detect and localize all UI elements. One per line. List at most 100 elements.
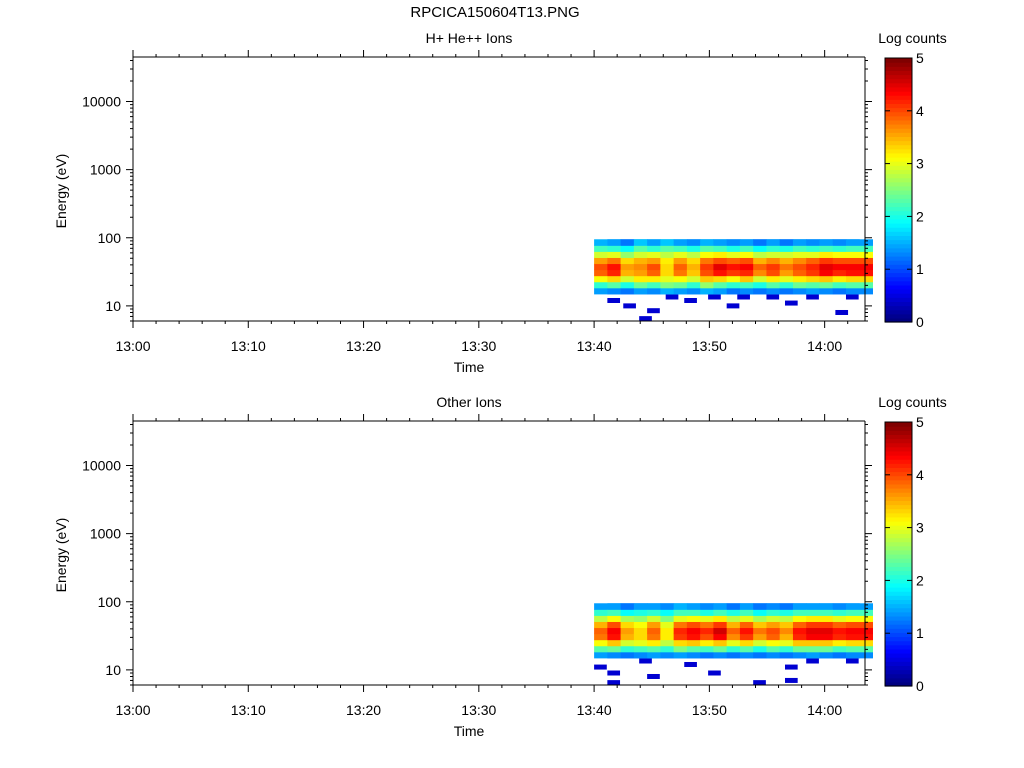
colorbar-segment — [885, 512, 912, 518]
panel-h-he-ions: H+ He++ Ions 13:00 13:10 13:20 13:30 13:40 13:… — [53, 30, 947, 375]
spectrogram-cell — [845, 287, 873, 295]
colorbar-tick-label: 4 — [916, 103, 924, 119]
colorbar-segment — [885, 206, 912, 212]
low-energy-speck — [784, 677, 798, 683]
colorbar-segment — [885, 644, 912, 650]
spectrogram-cell — [845, 639, 873, 647]
colorbar-segment — [885, 475, 912, 481]
colorbar-segment — [885, 529, 912, 534]
low-energy-speck — [639, 658, 652, 664]
low-energy-speck — [607, 297, 621, 303]
colorbar-tick-label: 2 — [916, 208, 924, 224]
colorbar-tick-label: 2 — [916, 572, 924, 588]
colorbar-segment — [885, 115, 912, 121]
spectrogram-cell — [845, 621, 873, 629]
low-energy-speck — [708, 294, 721, 300]
colorbar-segment — [885, 260, 912, 265]
colorbar-frame — [884, 57, 913, 323]
x-tick-label: 13:10 — [231, 702, 266, 718]
colorbar-segment — [885, 459, 912, 464]
x-tick-label: 13:50 — [692, 338, 727, 354]
colorbar-segment — [885, 247, 912, 253]
colorbar-segment — [885, 218, 912, 224]
colorbar-segment — [885, 545, 912, 551]
low-energy-speck — [806, 658, 819, 664]
colorbar-segment — [885, 165, 912, 170]
colorbar-label: Log counts — [878, 394, 947, 410]
spectrogram-cell — [845, 251, 873, 258]
colorbar-segment — [885, 82, 912, 88]
colorbar-segment — [885, 661, 912, 666]
colorbar-segment — [885, 276, 912, 282]
colorbar-segment — [885, 426, 912, 431]
colorbar-segment — [885, 198, 912, 203]
colorbar-segment — [885, 317, 912, 323]
low-energy-speck — [835, 309, 849, 315]
x-tick-label: 13:40 — [577, 702, 612, 718]
colorbar-segment — [885, 264, 912, 269]
colorbar-segment — [885, 632, 912, 638]
x-tick-label: 13:30 — [461, 338, 496, 354]
y-tick-label: 10 — [105, 298, 121, 314]
colorbar-segment — [885, 177, 912, 183]
colorbar-segment — [885, 492, 912, 497]
colorbar-segment — [885, 446, 912, 452]
colorbar-segment — [885, 422, 912, 427]
colorbar-segment — [885, 157, 912, 162]
colorbar-segment — [885, 301, 912, 307]
colorbar-segment — [885, 438, 912, 444]
colorbar-segment — [885, 591, 912, 596]
colorbar-segment — [885, 595, 912, 600]
y-tick-label: 100 — [98, 230, 122, 246]
spectrogram-cell — [845, 651, 873, 659]
x-tick-label: 13:20 — [346, 338, 381, 354]
colorbar-segment — [885, 640, 912, 646]
colorbar-segment — [885, 669, 912, 675]
colorbar-segment — [885, 86, 912, 92]
colorbar-segment — [885, 309, 912, 315]
colorbar-segment — [885, 615, 912, 621]
colorbar-segment — [885, 488, 912, 493]
colorbar-segment — [885, 136, 912, 142]
low-energy-speck — [647, 673, 660, 679]
spectrogram-cell — [845, 627, 873, 635]
colorbar-segment — [885, 677, 912, 683]
colorbar-segment — [885, 508, 912, 514]
colorbar-segment — [885, 169, 912, 175]
colorbar-segment — [885, 268, 912, 274]
low-energy-speck — [623, 303, 636, 309]
low-energy-speck — [845, 658, 859, 664]
colorbar-segment — [885, 235, 912, 241]
colorbar-segment — [885, 214, 912, 220]
colorbar-tick-label: 3 — [916, 520, 924, 536]
low-energy-speck — [753, 680, 766, 686]
colorbar-segment — [885, 558, 912, 563]
colorbar-segment — [885, 91, 912, 96]
low-energy-speck — [647, 308, 660, 314]
x-tick-label: 14:00 — [807, 702, 842, 718]
x-tick-label: 14:00 — [807, 338, 842, 354]
low-energy-speck — [594, 664, 607, 670]
low-energy-speck — [607, 670, 621, 676]
colorbar-segment — [885, 223, 912, 228]
colorbar-segment — [885, 78, 912, 84]
y-tick-label: 10 — [105, 662, 121, 678]
colorbar-segment — [885, 578, 912, 584]
colorbar-segment — [885, 574, 912, 580]
colorbar-tick-label: 5 — [916, 414, 924, 430]
y-axis-label: Energy (eV) — [53, 154, 69, 229]
colorbar-segment — [885, 140, 912, 146]
colorbar-segment — [885, 280, 912, 286]
colorbar-segment — [885, 66, 912, 71]
colorbar-segment — [885, 549, 912, 555]
low-energy-speck — [607, 680, 621, 686]
low-energy-speck — [784, 664, 798, 670]
colorbar-segment — [885, 611, 912, 617]
y-tick-label: 1000 — [90, 162, 121, 178]
low-energy-speck — [766, 294, 780, 300]
colorbar-segment — [885, 603, 912, 609]
colorbar-segment — [885, 607, 912, 613]
low-energy-speck — [665, 294, 679, 300]
spectrogram-cell — [845, 245, 873, 252]
colorbar-segment — [885, 256, 912, 261]
